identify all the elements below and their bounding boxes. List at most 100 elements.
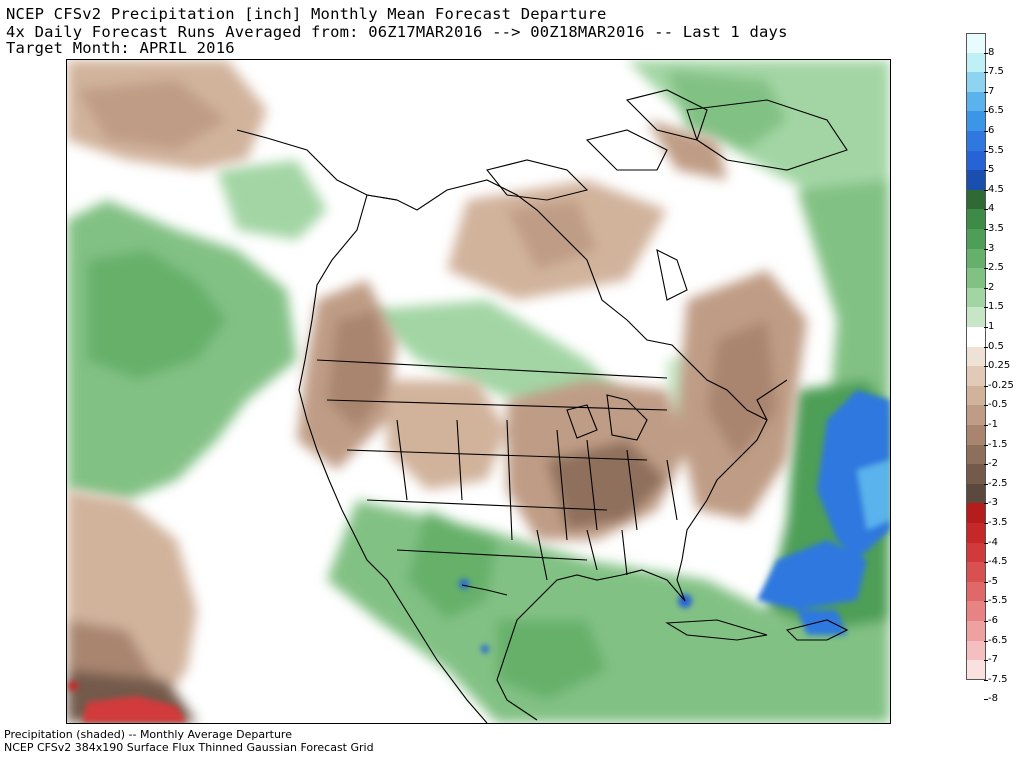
legend-swatch bbox=[966, 170, 986, 190]
legend-label: 2 bbox=[988, 281, 995, 293]
legend-tick bbox=[984, 170, 988, 172]
legend-swatch bbox=[966, 229, 986, 249]
legend-label: 1.5 bbox=[988, 301, 1004, 313]
legend-tick bbox=[984, 209, 988, 211]
legend-swatch bbox=[966, 542, 986, 563]
legend-label: -0.5 bbox=[988, 399, 1008, 411]
legend-tick bbox=[984, 307, 988, 309]
legend-swatch bbox=[966, 189, 986, 210]
legend-swatch bbox=[966, 660, 986, 680]
legend-tick bbox=[984, 483, 988, 485]
legend-label: -1 bbox=[988, 419, 998, 430]
legend-label: -4.5 bbox=[988, 556, 1008, 568]
legend-label: -2.5 bbox=[988, 477, 1008, 489]
legend-label: -3 bbox=[988, 497, 998, 509]
legend-swatch bbox=[966, 366, 986, 386]
legend-tick bbox=[984, 346, 988, 348]
target-month-label: Target Month: APRIL 2016 bbox=[6, 39, 235, 57]
legend-tick bbox=[984, 640, 988, 642]
legend-tick bbox=[984, 385, 988, 387]
legend-label: -7.5 bbox=[988, 673, 1008, 685]
legend-label: 4 bbox=[988, 203, 995, 215]
precipitation-map bbox=[66, 59, 891, 724]
legend-swatch bbox=[966, 523, 986, 543]
legend-label: 1 bbox=[988, 321, 995, 332]
legend-swatch bbox=[966, 131, 986, 151]
color-scale-legend: 8 7.5 7 6.5 6 5.5 5 4.5 4 3.5 3 2.5 2 1.5 1 0.5 0.25 -0.2… bbox=[966, 33, 1024, 723]
legend-label: -0.25 bbox=[988, 379, 1014, 391]
legend-swatch bbox=[966, 346, 986, 367]
legend-swatch bbox=[966, 425, 986, 445]
legend-swatch bbox=[966, 562, 986, 582]
legend-swatch bbox=[966, 52, 986, 73]
legend-swatch bbox=[966, 327, 986, 347]
legend-swatch bbox=[966, 601, 986, 621]
extreme-negative-anomaly bbox=[68, 681, 187, 723]
legend-tick bbox=[984, 601, 988, 603]
legend-swatch bbox=[966, 150, 986, 171]
legend-label: 8 bbox=[988, 46, 995, 58]
legend-label: -1.5 bbox=[988, 438, 1008, 450]
negative-anomaly-shading bbox=[67, 60, 807, 723]
legend-label: -4 bbox=[988, 536, 998, 548]
legend-tick bbox=[984, 91, 988, 93]
legend-label: -6 bbox=[988, 615, 998, 626]
legend-label: -8 bbox=[988, 693, 998, 705]
legend-tick bbox=[984, 699, 988, 701]
legend-swatch bbox=[966, 91, 986, 112]
legend-swatch bbox=[966, 287, 986, 308]
legend-tick bbox=[984, 150, 988, 152]
legend-swatch bbox=[966, 72, 986, 92]
legend-tick bbox=[984, 425, 988, 426]
legend-tick bbox=[984, 268, 988, 270]
legend-label: 6 bbox=[988, 125, 995, 136]
legend-label: -7 bbox=[988, 654, 998, 666]
legend-label: 0.25 bbox=[988, 360, 1011, 372]
legend-tick bbox=[984, 229, 988, 230]
legend-tick bbox=[984, 503, 988, 505]
legend-tick bbox=[984, 111, 988, 113]
heavy-positive-anomaly bbox=[459, 390, 890, 653]
legend-tick bbox=[984, 621, 988, 622]
legend-swatch bbox=[966, 621, 986, 641]
legend-label: 6.5 bbox=[988, 105, 1004, 117]
legend-tick bbox=[984, 444, 988, 446]
legend-tick bbox=[984, 131, 988, 132]
legend-swatch bbox=[966, 268, 986, 288]
legend-label: -3.5 bbox=[988, 517, 1008, 528]
legend-label: 7.5 bbox=[988, 66, 1004, 78]
legend-label: 3 bbox=[988, 242, 995, 254]
map-title: NCEP CFSv2 Precipitation [inch] Monthly … bbox=[6, 5, 607, 23]
legend-label: -5.5 bbox=[988, 595, 1008, 607]
legend-tick bbox=[984, 248, 988, 250]
legend-tick bbox=[984, 562, 988, 564]
legend-swatch bbox=[966, 307, 986, 327]
legend-swatch bbox=[966, 581, 986, 602]
legend-label: 4.5 bbox=[988, 183, 1004, 195]
legend-tick bbox=[984, 287, 988, 289]
coastlines-and-borders bbox=[236, 89, 849, 723]
legend-swatch bbox=[966, 444, 986, 465]
legend-tick bbox=[984, 327, 988, 328]
legend-tick bbox=[984, 523, 988, 524]
legend-label: 2.5 bbox=[988, 262, 1004, 274]
legend-swatch bbox=[966, 33, 986, 53]
legend-label: 7 bbox=[988, 85, 995, 97]
legend-swatch bbox=[966, 405, 986, 425]
legend-tick bbox=[984, 660, 988, 662]
legend-label: -6.5 bbox=[988, 634, 1008, 646]
legend-tick bbox=[984, 464, 988, 466]
shading-description: Precipitation (shaded) -- Monthly Averag… bbox=[4, 728, 292, 741]
legend-swatch bbox=[966, 111, 986, 131]
legend-swatch bbox=[966, 503, 986, 523]
legend-label: -5 bbox=[988, 575, 998, 587]
legend-tick bbox=[984, 405, 988, 407]
legend-label: 5 bbox=[988, 164, 995, 176]
legend-tick bbox=[984, 581, 988, 583]
legend-label: 3.5 bbox=[988, 223, 1004, 234]
legend-swatch bbox=[966, 483, 986, 504]
legend-swatch bbox=[966, 464, 986, 484]
legend-label: 5.5 bbox=[988, 144, 1004, 156]
legend-tick bbox=[984, 189, 988, 191]
legend-tick bbox=[984, 679, 988, 681]
